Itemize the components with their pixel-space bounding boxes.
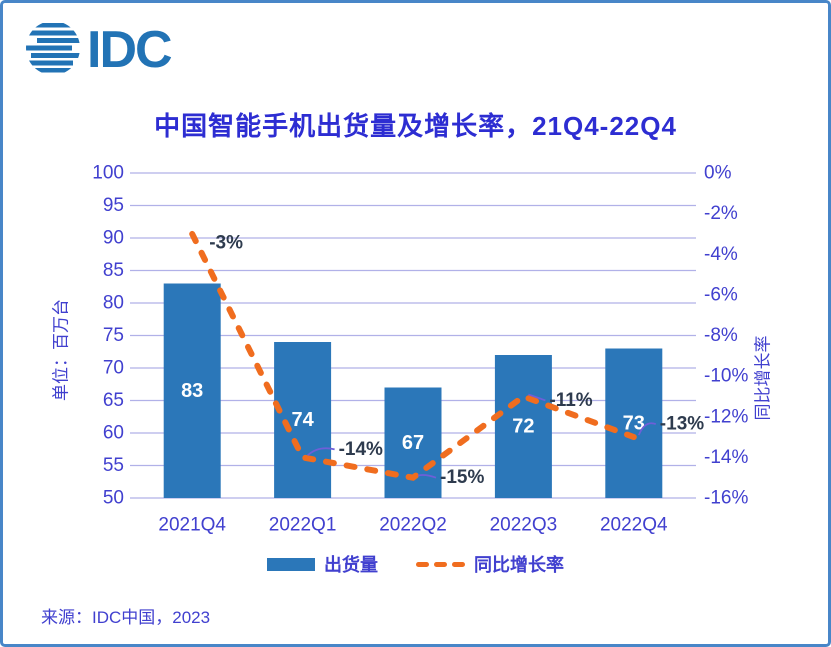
growth-label-2021Q4: -3%: [209, 232, 243, 253]
left-tick-60: 60: [103, 423, 124, 444]
right-axis-title: 同比增长率: [754, 336, 773, 421]
left-tick-75: 75: [103, 325, 124, 346]
growth-label-2022Q1: -14%: [339, 439, 383, 460]
legend-label-growth: 同比增长率: [474, 555, 564, 575]
left-tick-70: 70: [103, 358, 124, 379]
growth-label-2022Q2: -15%: [440, 467, 484, 488]
growth-label-2022Q3: -11%: [549, 390, 592, 411]
bar-label-2021Q4: 83: [181, 380, 203, 402]
bar-label-2022Q2: 67: [402, 432, 424, 454]
globe-icon: [26, 21, 80, 75]
logo-text: IDC: [87, 21, 172, 79]
leader-line-2022Q1: [307, 447, 335, 457]
x-label-2021Q4: 2021Q4: [158, 515, 226, 536]
leader-line-2022Q2: [417, 474, 437, 479]
bar-2022Q4: [605, 348, 663, 498]
bar-2022Q2: [384, 387, 442, 498]
growth-rate-line: [189, 230, 637, 481]
x-label-2022Q1: 2022Q1: [269, 515, 337, 536]
bar-2022Q1: [274, 342, 332, 498]
chart-title: 中国智能手机出货量及增长率，21Q4-22Q4: [154, 111, 677, 141]
bar-label-2022Q3: 72: [512, 416, 534, 438]
left-tick-50: 50: [103, 488, 124, 509]
right-tick--8%: -8%: [704, 325, 738, 346]
leader-line-2022Q4: [638, 422, 657, 436]
chart-legend: 出货量 同比增长率: [3, 551, 828, 577]
idc-logo: IDC: [26, 21, 174, 79]
x-label-2022Q2: 2022Q2: [379, 515, 447, 536]
left-tick-90: 90: [103, 228, 124, 249]
left-tick-55: 55: [103, 455, 124, 476]
right-tick--4%: -4%: [704, 244, 738, 265]
legend-label-shipments: 出货量: [324, 555, 378, 575]
right-tick--12%: -12%: [704, 406, 748, 427]
bar-2022Q3: [494, 355, 552, 498]
left-tick-65: 65: [103, 390, 124, 411]
leader-line-2022Q3: [528, 393, 546, 402]
source-note: 来源：IDC中国，2023: [41, 608, 211, 627]
right-tick--2%: -2%: [704, 203, 738, 224]
right-tick--6%: -6%: [704, 284, 738, 305]
bar-label-2022Q1: 74: [291, 409, 314, 431]
x-label-2022Q3: 2022Q3: [490, 515, 558, 536]
right-tick--10%: -10%: [704, 366, 748, 387]
legend-item-shipments: 出货量: [267, 551, 378, 577]
dashed-line-swatch-icon: [416, 561, 465, 567]
left-tick-85: 85: [103, 260, 124, 281]
right-tick--14%: -14%: [704, 447, 748, 468]
right-tick--16%: -16%: [704, 488, 748, 509]
left-tick-100: 100: [92, 163, 124, 184]
left-tick-95: 95: [103, 195, 124, 216]
legend-item-growth: 同比增长率: [416, 551, 564, 577]
bar-2021Q4: [163, 283, 221, 498]
left-tick-80: 80: [103, 293, 124, 314]
right-tick-0%: 0%: [704, 163, 732, 184]
growth-label-2022Q4: -13%: [660, 414, 704, 435]
bar-swatch-icon: [267, 557, 315, 571]
bar-label-2022Q4: 73: [623, 412, 645, 434]
x-label-2022Q4: 2022Q4: [600, 515, 668, 536]
left-axis-title: 单位：百万台: [52, 299, 71, 401]
